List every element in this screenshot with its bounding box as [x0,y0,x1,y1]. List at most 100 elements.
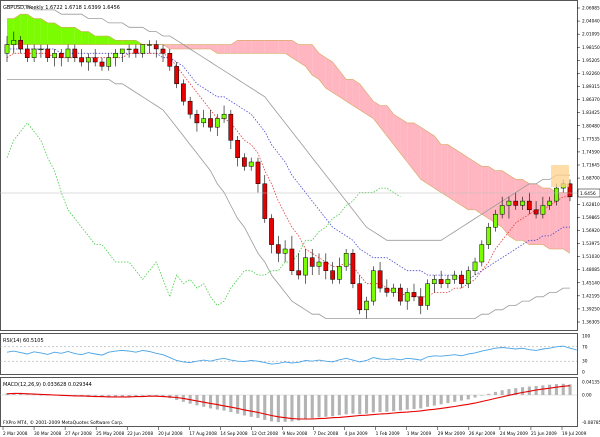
ichimoku-cloud [7,13,571,254]
macd-bar [378,395,382,413]
macd-bar [114,395,118,397]
cloud-segment [556,192,564,249]
candle [31,44,37,63]
candle [201,109,207,128]
macd-bar [405,395,409,410]
cloud-segment [285,40,292,58]
cloud-segment [502,170,509,236]
price-tick-label: 1.77535 [582,136,600,142]
candle-body [370,270,376,302]
macd-bar [459,395,463,401]
macd-bar [290,395,294,422]
candle-body [398,287,403,302]
price-tick-label: 1.42195 [582,293,600,299]
candle [214,114,220,136]
macd-bar [453,395,457,402]
macd-bar [365,395,369,414]
bollinger-upper-line [7,5,570,241]
macd-bar [222,395,226,411]
macd-bar [426,395,430,407]
candle-body [38,48,44,51]
candles [4,31,573,319]
price-axis: 2.06985 2.04040 2.01095 1.98150 1.95205 1.922… [577,6,600,326]
cloud-segment [203,44,211,49]
cloud-segment [509,175,516,241]
candle [235,135,240,167]
rsi-axis: 100 70 30 0 [582,334,590,376]
cloud-segment [74,27,82,45]
price-panel: GBPUSD,Weekly 1.6722 1.6718 1.6399 1.645… [0,0,600,331]
candle-body [79,57,84,63]
cloud-segment [325,57,333,93]
candle [72,44,78,63]
cloud-segment [7,18,14,45]
cloud-segment [13,14,21,45]
macd-bar [398,395,402,411]
macd-bar [236,395,240,414]
candle [58,48,64,67]
candle-body [364,300,369,311]
candle [153,40,159,58]
cloud-segment [47,22,55,45]
candle-body [303,257,308,276]
macd-bar [324,395,328,417]
candle [242,153,247,171]
candle-body [221,113,227,119]
candle [479,240,485,267]
price-tick-label: 1.45140 [582,280,600,286]
candle [472,257,478,276]
candle-body [194,113,200,124]
candle [384,279,390,297]
rsi-tick-label: 0 [582,370,585,376]
candle [323,253,329,280]
candle-body [384,287,390,293]
candle [140,44,146,58]
rsi-panel-border [0,333,578,375]
candle-body [547,200,552,206]
price-tick-label: 1.74590 [582,149,600,155]
cloud-segment [237,40,245,54]
candle [486,222,491,249]
cloud-segment [278,40,286,54]
candle-body [357,283,363,311]
copyright-text: FXPro MT4, © 2001-2009 MetaQuotes Softwa… [3,419,123,426]
cloud-segment [529,183,537,245]
rsi-panel: RSI(14) 60.5105 100 70 30 0 [0,333,590,376]
candle-body [140,44,146,54]
candle [350,248,356,289]
cloud-segment [481,166,489,219]
rsi-line [6,345,577,365]
candle [275,235,281,263]
macd-bar [209,395,213,409]
cloud-segment [244,40,252,54]
candle [86,53,91,71]
candle-body [174,66,179,85]
rsi-title: RSI(14) 60.5105 [3,338,44,344]
macd-bar [256,395,260,418]
cloud-segment [61,27,68,45]
date-tick-label: 17 Aug 2008 [189,431,217,437]
candle-body [554,187,559,202]
macd-bar [32,394,36,396]
price-tick-label: 1.92260 [582,71,600,77]
date-tick-label: 12 Oct 2008 [251,431,278,437]
macd-bar [439,395,443,405]
cloud-segment [366,92,374,119]
cloud-segment [176,44,184,49]
cloud-segment [542,188,550,249]
date-tick-label: 22 Jun 2008 [127,431,153,437]
date-tick-label: 25 May 2008 [96,431,124,437]
candle [520,196,525,210]
cloud-segment [264,40,272,54]
candle-body [24,48,30,58]
candle-body [520,200,525,206]
candle-body [296,270,302,276]
candle [404,288,410,310]
candle-body [445,279,451,284]
price-tick-label: 1.98150 [582,45,600,51]
cloud-segment [312,44,319,80]
date-tick-label: 24 May 2009 [500,431,528,437]
candle [438,270,444,289]
cloud-segment [346,79,353,106]
cloud-segment [305,44,313,76]
